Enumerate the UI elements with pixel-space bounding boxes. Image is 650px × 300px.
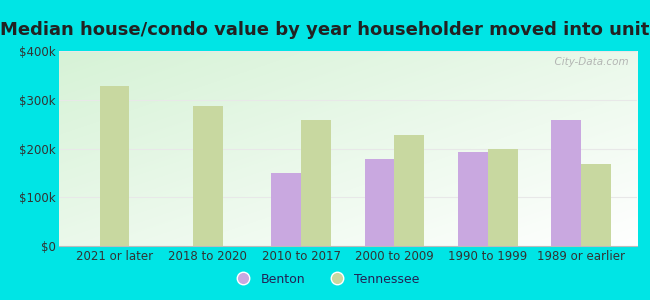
Bar — [271, 173, 301, 246]
Bar — [581, 164, 611, 246]
Text: City-Data.com: City-Data.com — [548, 57, 629, 67]
Bar — [551, 120, 581, 246]
Bar — [99, 86, 129, 246]
Bar — [395, 135, 424, 246]
Bar — [488, 148, 517, 246]
Bar — [365, 159, 395, 246]
Text: Median house/condo value by year householder moved into unit: Median house/condo value by year househo… — [0, 21, 650, 39]
Legend: Benton, Tennessee: Benton, Tennessee — [226, 268, 424, 291]
Bar — [458, 152, 488, 246]
Bar — [193, 106, 223, 246]
Bar — [301, 120, 331, 246]
